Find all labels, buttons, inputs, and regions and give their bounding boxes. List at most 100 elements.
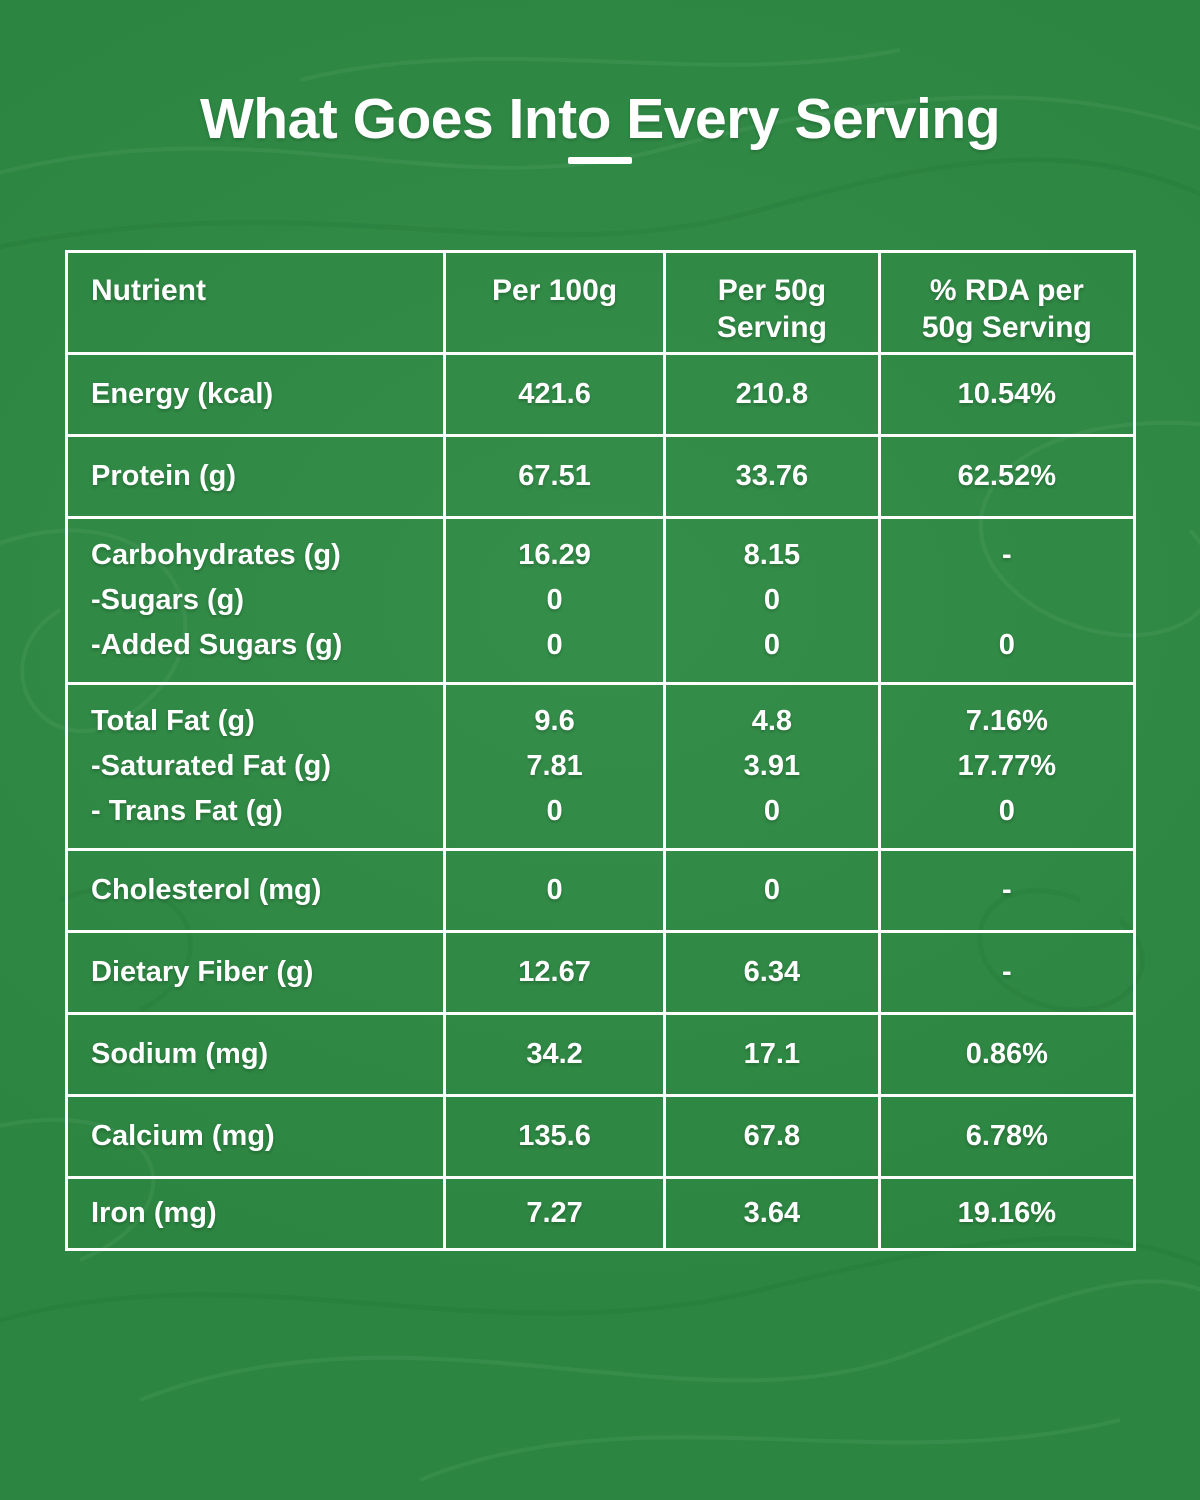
cell-line: 0: [763, 795, 780, 827]
cell-line: 17.1: [743, 1037, 801, 1070]
per-100g-cell: 135.6: [443, 1094, 667, 1179]
per-50g-serving-cell: 67.8: [663, 1094, 881, 1179]
cell-line: Energy (kcal): [91, 377, 274, 410]
cell-line: -: [1002, 539, 1012, 571]
cell-line: 0: [763, 629, 780, 661]
per-100g-cell: 9.6 7.81 0: [443, 682, 667, 851]
cell-line: Sodium (mg): [91, 1037, 269, 1070]
cell-line: -Saturated Fat (g): [91, 750, 332, 782]
cell-line: -Sugars (g): [91, 584, 245, 616]
table-row: Dietary Fiber (g) 12.67 6.34 -: [64, 930, 1137, 1015]
cell-line: 0: [763, 584, 780, 616]
rda-cell: 6.78%: [877, 1094, 1137, 1179]
cell-line: 67.51: [518, 459, 591, 492]
table-row: Carbohydrates (g) -Sugars (g) -Added Sugar…: [64, 516, 1137, 685]
cell-line: 67.8: [743, 1119, 801, 1152]
nutrient-cell: Carbohydrates (g) -Sugars (g) -Added Sugar…: [64, 516, 447, 685]
cell-line: 19.16%: [957, 1196, 1057, 1229]
rda-cell: 10.54%: [877, 352, 1137, 437]
cell-line: 17.77%: [957, 750, 1057, 782]
cell-line: 210.8: [735, 377, 809, 410]
cell-line: % RDA per: [929, 274, 1084, 307]
cell-line: 135.6: [518, 1119, 591, 1152]
cell-line: Protein (g): [91, 459, 236, 492]
cell-line: 7.81: [526, 750, 583, 782]
cell-line: -Added Sugars (g): [91, 629, 343, 661]
cell-line: 12.67: [518, 955, 591, 988]
per-100g-cell: 34.2: [443, 1012, 667, 1097]
cell-line: 7.27: [526, 1196, 583, 1229]
cell-line: 3.91: [743, 750, 801, 782]
column-header-per-100g: Per 100g: [443, 250, 667, 355]
title-underline: [568, 156, 632, 164]
per-50g-serving-cell: 6.34: [663, 930, 881, 1015]
cell-line: Calcium (mg): [91, 1119, 275, 1152]
rda-cell: - 0: [877, 516, 1137, 685]
table-row: Cholesterol (mg) 0 0 -: [64, 848, 1137, 933]
rda-cell: 19.16%: [877, 1176, 1137, 1251]
cell-line: 33.76: [735, 459, 809, 492]
table-row: Sodium (mg) 34.2 17.1 0.86%: [64, 1012, 1137, 1097]
cell-line: 0: [998, 795, 1015, 827]
column-header-nutrient: Nutrient: [64, 250, 447, 355]
cell-line: 9.6: [534, 705, 575, 737]
nutrient-cell: Sodium (mg): [64, 1012, 447, 1097]
rda-cell: -: [877, 930, 1137, 1015]
table-row: Protein (g) 67.51 33.76 62.52%: [64, 434, 1137, 519]
cell-line: 62.52%: [957, 459, 1057, 492]
per-50g-serving-cell: 4.8 3.91 0: [663, 682, 881, 851]
page-title: What Goes Into Every Serving: [199, 87, 1001, 151]
nutrient-cell: Dietary Fiber (g): [64, 930, 447, 1015]
cell-line: 8.15: [743, 539, 801, 571]
per-100g-cell: 67.51: [443, 434, 667, 519]
column-header-rda: % RDA per 50g Serving: [877, 250, 1137, 355]
nutrient-cell: Energy (kcal): [64, 352, 447, 437]
table-row: Total Fat (g) -Saturated Fat (g) - Trans F…: [64, 682, 1137, 851]
cell-line: 0: [546, 584, 563, 616]
table-header-row: Nutrient Per 100g Per 50g Serving % RDA per 5…: [64, 250, 1137, 355]
rda-cell: 62.52%: [877, 434, 1137, 519]
cell-line: Dietary Fiber (g): [91, 955, 314, 988]
cell-line: 7.16%: [965, 705, 1048, 737]
per-100g-cell: 421.6: [443, 352, 667, 437]
cell-line: 3.64: [743, 1196, 801, 1229]
per-100g-cell: 0: [443, 848, 667, 933]
cell-line: 4.8: [751, 705, 793, 737]
cell-line: Cholesterol (mg): [91, 873, 322, 906]
cell-line: 421.6: [518, 377, 591, 410]
nutrient-cell: Protein (g): [64, 434, 447, 519]
per-50g-serving-cell: 17.1: [663, 1012, 881, 1097]
cell-line: -: [1002, 955, 1012, 988]
column-header-per-50g-serving: Per 50g Serving: [663, 250, 881, 355]
cell-line: [882, 578, 1131, 623]
cell-line: 6.78%: [965, 1119, 1048, 1152]
per-100g-cell: 16.29 0 0: [443, 516, 667, 685]
nutrient-cell: Cholesterol (mg): [64, 848, 447, 933]
nutrient-cell: Iron (mg): [64, 1176, 447, 1251]
cell-line: Total Fat (g): [91, 705, 255, 737]
per-50g-serving-cell: 33.76: [663, 434, 881, 519]
rda-cell: -: [877, 848, 1137, 933]
nutrition-table: Nutrient Per 100g Per 50g Serving % RDA per 5…: [64, 250, 1137, 1251]
rda-cell: 0.86%: [877, 1012, 1137, 1097]
cell-line: 0: [546, 873, 563, 906]
cell-line: Serving: [716, 311, 827, 344]
cell-line: 50g Serving: [921, 311, 1092, 344]
cell-line: 6.34: [743, 955, 801, 988]
table-row: Iron (mg) 7.27 3.64 19.16%: [64, 1176, 1137, 1251]
cell-line: Per 100g: [492, 274, 618, 307]
cell-line: Iron (mg): [91, 1196, 217, 1229]
cell-line: Nutrient: [91, 274, 206, 307]
per-50g-serving-cell: 8.15 0 0: [663, 516, 881, 685]
cell-line: 0: [763, 873, 780, 906]
table-body: Energy (kcal) 421.6 210.8 10.54% Protein (g)…: [64, 352, 1137, 1251]
table-row: Calcium (mg) 135.6 67.8 6.78%: [64, 1094, 1137, 1179]
per-50g-serving-cell: 0: [663, 848, 881, 933]
cell-line: -: [1002, 873, 1012, 906]
per-100g-cell: 7.27: [443, 1176, 667, 1251]
cell-line: Per 50g: [717, 274, 827, 307]
per-50g-serving-cell: 3.64: [663, 1176, 881, 1251]
cell-line: 0: [546, 629, 563, 661]
nutrition-table-container: Nutrient Per 100g Per 50g Serving % RDA per 5…: [64, 250, 1137, 1251]
